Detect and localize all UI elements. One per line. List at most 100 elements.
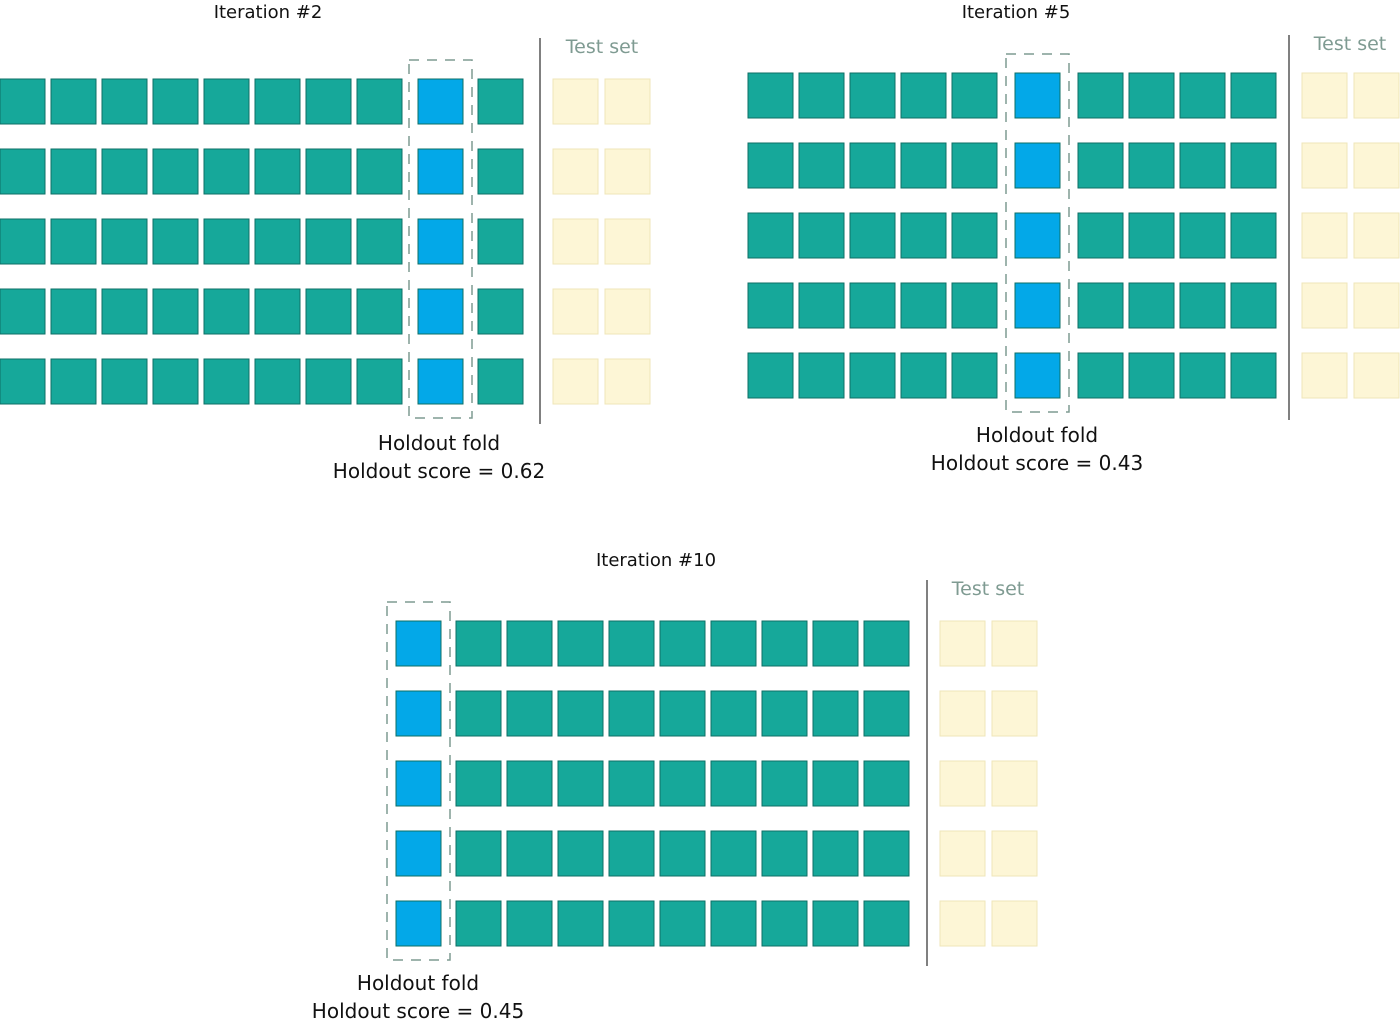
training-fold-block [849, 72, 896, 119]
holdout-score-label: Holdout score = 0.62 [333, 459, 545, 483]
training-fold-block [608, 830, 655, 877]
test-set-block [939, 690, 986, 737]
training-fold-block [900, 282, 947, 329]
training-fold-block [305, 148, 352, 195]
training-fold-block [101, 358, 148, 405]
training-fold-block [254, 148, 301, 195]
training-fold-block [1179, 282, 1226, 329]
training-fold-block [203, 218, 250, 265]
training-fold-block [798, 282, 845, 329]
training-fold-block [710, 690, 757, 737]
fold-grid [0, 38, 651, 424]
training-fold-block [863, 900, 910, 947]
training-fold-block [761, 620, 808, 667]
training-fold-block [152, 358, 199, 405]
training-fold-block [455, 620, 502, 667]
test-set-block [552, 288, 599, 335]
training-fold-block [863, 760, 910, 807]
test-set-block [939, 760, 986, 807]
test-set-label: Test set [951, 578, 1025, 600]
training-fold-block [477, 218, 524, 265]
training-fold-block [659, 620, 706, 667]
test-set-block [552, 78, 599, 125]
training-fold-block [0, 358, 46, 405]
training-fold-block [1077, 142, 1124, 189]
training-fold-block [608, 900, 655, 947]
training-fold-block [747, 352, 794, 399]
training-fold-block [1077, 72, 1124, 119]
training-fold-block [455, 830, 502, 877]
test-set-block [552, 218, 599, 265]
training-fold-block [863, 620, 910, 667]
training-fold-block [254, 288, 301, 335]
training-fold-block [659, 760, 706, 807]
test-set-block [939, 900, 986, 947]
training-fold-block [900, 212, 947, 259]
test-set-block [991, 760, 1038, 807]
training-fold-block [101, 288, 148, 335]
training-fold-block [557, 830, 604, 877]
training-fold-block [1128, 282, 1175, 329]
test-set-block [604, 148, 651, 195]
holdout-fold-block [1014, 282, 1061, 329]
test-set-block [1353, 142, 1400, 189]
test-set-block [604, 78, 651, 125]
training-fold-block [455, 690, 502, 737]
training-fold-block [152, 78, 199, 125]
training-fold-block [761, 830, 808, 877]
test-set-label: Test set [1313, 33, 1387, 55]
training-fold-block [203, 358, 250, 405]
holdout-fold-label: Holdout fold [976, 423, 1098, 447]
training-fold-block [747, 142, 794, 189]
holdout-fold-block [417, 358, 464, 405]
training-fold-block [254, 78, 301, 125]
training-fold-block [305, 358, 352, 405]
training-fold-block [747, 282, 794, 329]
training-fold-block [710, 620, 757, 667]
test-set-block [1353, 352, 1400, 399]
holdout-fold-block [395, 900, 442, 947]
holdout-fold-block [1014, 142, 1061, 189]
training-fold-block [951, 212, 998, 259]
training-fold-block [863, 690, 910, 737]
training-fold-block [50, 358, 97, 405]
training-fold-block [356, 358, 403, 405]
holdout-fold-outline [1005, 53, 1070, 413]
training-fold-block [798, 72, 845, 119]
training-fold-block [1077, 352, 1124, 399]
training-fold-block [506, 690, 553, 737]
training-fold-block [900, 142, 947, 189]
iteration-panel-2: Iteration #2 Test set Holdout fold Holdo… [0, 2, 651, 483]
holdout-fold-block [395, 830, 442, 877]
test-set-block [1301, 352, 1348, 399]
training-fold-block [50, 148, 97, 195]
training-fold-block [557, 620, 604, 667]
training-fold-block [951, 282, 998, 329]
training-fold-block [812, 620, 859, 667]
training-fold-block [710, 830, 757, 877]
training-fold-block [455, 760, 502, 807]
holdout-fold-outline [408, 59, 473, 419]
training-fold-block [812, 900, 859, 947]
training-fold-block [0, 288, 46, 335]
training-fold-block [1128, 72, 1175, 119]
training-fold-block [101, 78, 148, 125]
test-set-block [1301, 142, 1348, 189]
training-fold-block [101, 148, 148, 195]
training-fold-block [50, 288, 97, 335]
test-set-block [552, 358, 599, 405]
training-fold-block [254, 358, 301, 405]
training-fold-block [659, 900, 706, 947]
training-fold-block [798, 212, 845, 259]
holdout-fold-outline [386, 601, 451, 961]
training-fold-block [812, 830, 859, 877]
training-fold-block [0, 78, 46, 125]
fold-grid [747, 35, 1400, 420]
training-fold-block [356, 78, 403, 125]
training-fold-block [0, 148, 46, 195]
test-set-block [552, 148, 599, 195]
holdout-fold-block [395, 690, 442, 737]
training-fold-block [203, 148, 250, 195]
holdout-fold-block [417, 78, 464, 125]
